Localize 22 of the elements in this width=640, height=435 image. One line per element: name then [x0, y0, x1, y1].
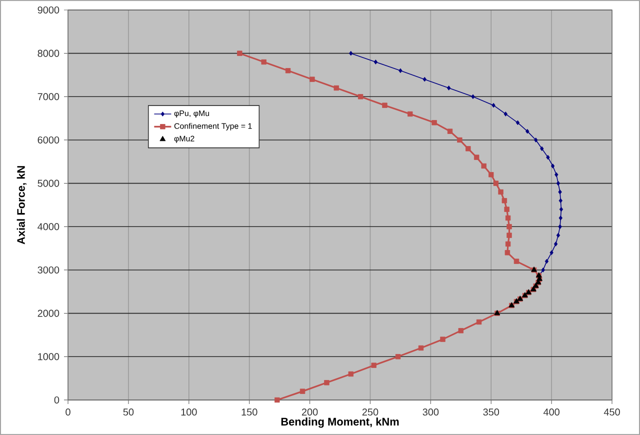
y-tick-label: 4000: [38, 223, 60, 230]
y-tick-label: 6000: [38, 136, 60, 144]
x-tick-label: 100: [181, 408, 197, 416]
y-tick-label: 2000: [38, 310, 60, 317]
x-tick-label: 400: [543, 408, 560, 416]
y-tick-label: 7000: [38, 93, 60, 100]
y-tick-label: 5000: [38, 180, 60, 187]
y-tick-label: 3000: [38, 266, 60, 274]
y-tick-label: 1000: [38, 353, 60, 360]
x-tick-label: 450: [604, 408, 620, 416]
x-tick-label: 250: [362, 408, 378, 416]
x-tick-label: 150: [242, 408, 258, 416]
x-tick-label: 200: [302, 408, 318, 416]
x-tick-label: 50: [123, 408, 134, 416]
x-tick-label: 350: [483, 408, 500, 416]
x-tick-label: 0: [66, 408, 70, 416]
y-tick-label: 0: [54, 396, 60, 404]
y-tick-label: 9000: [38, 6, 60, 14]
y-tick-label: 8000: [38, 50, 60, 57]
x-axis-title: Bending Moment, kNm: [281, 418, 399, 428]
x-tick-label: 300: [422, 408, 439, 416]
y-axis-title: Axial Force, kN: [16, 166, 26, 244]
